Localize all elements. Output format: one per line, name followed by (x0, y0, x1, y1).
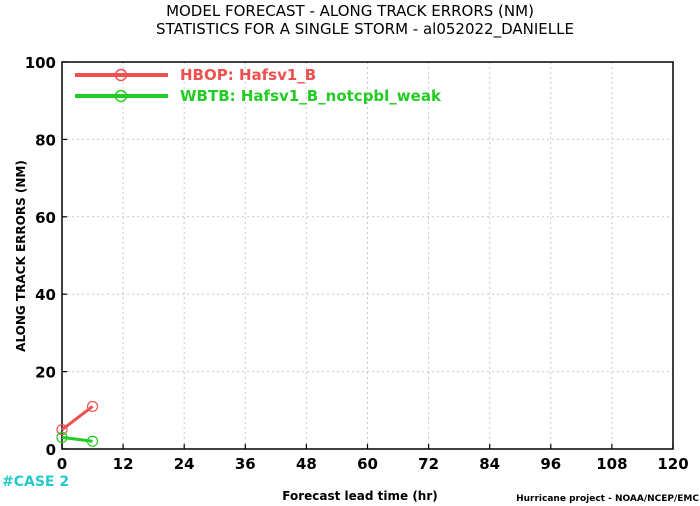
data-point (56, 431, 68, 443)
y-tick-label: 40 (35, 286, 56, 304)
plot-frame (61, 61, 674, 450)
x-tick-label: 48 (296, 455, 317, 473)
x-tick-label: 60 (357, 455, 378, 473)
legend: HBOP: Hafsv1_B WBTB: Hafsv1_B_notcpbl_wea… (75, 66, 442, 105)
x-tick-label: 84 (479, 455, 500, 473)
x-tick-label: 36 (235, 455, 256, 473)
chart-subtitle: STATISTICS FOR A SINGLE STORM - al052022… (156, 20, 574, 39)
y-tick-label: 0 (46, 441, 56, 459)
x-tick-label: 108 (596, 455, 627, 473)
y-axis-label: ALONG TRACK ERRORS (NM) (14, 160, 28, 352)
series-line-0 (61, 405, 94, 431)
x-ticks: 0 12 24 36 48 60 72 84 96 108 120 (57, 444, 689, 473)
x-tick-label: 96 (540, 455, 561, 473)
legend-marker-0 (114, 68, 128, 82)
series-layer (56, 400, 99, 447)
credit-text: Hurricane project - NOAA/NCEP/EMC (516, 494, 699, 504)
x-axis-label: Forecast lead time (hr) (282, 489, 438, 503)
y-tick-label: 60 (35, 209, 56, 227)
y-tick-label: 80 (35, 131, 56, 149)
x-tick-label: 12 (113, 455, 134, 473)
y-ticks: 0 20 40 60 80 100 (25, 54, 67, 459)
data-point (86, 435, 99, 447)
y-tick-label: 100 (25, 54, 56, 72)
y-tick-label: 20 (35, 364, 56, 382)
legend-label-0: HBOP: Hafsv1_B (180, 66, 316, 84)
x-tick-label: 72 (418, 455, 439, 473)
chart-title: MODEL FORECAST - ALONG TRACK ERRORS (NM) (166, 2, 534, 20)
x-tick-label: 0 (57, 455, 67, 473)
case-label: #CASE 2 (2, 474, 69, 490)
grid (62, 62, 673, 449)
data-point (56, 424, 68, 436)
x-tick-label: 120 (657, 455, 688, 473)
legend-marker-1 (114, 89, 128, 103)
data-point (86, 400, 99, 413)
legend-label-1: WBTB: Hafsv1_B_notcpbl_weak (180, 87, 442, 105)
x-tick-label: 24 (174, 455, 195, 473)
